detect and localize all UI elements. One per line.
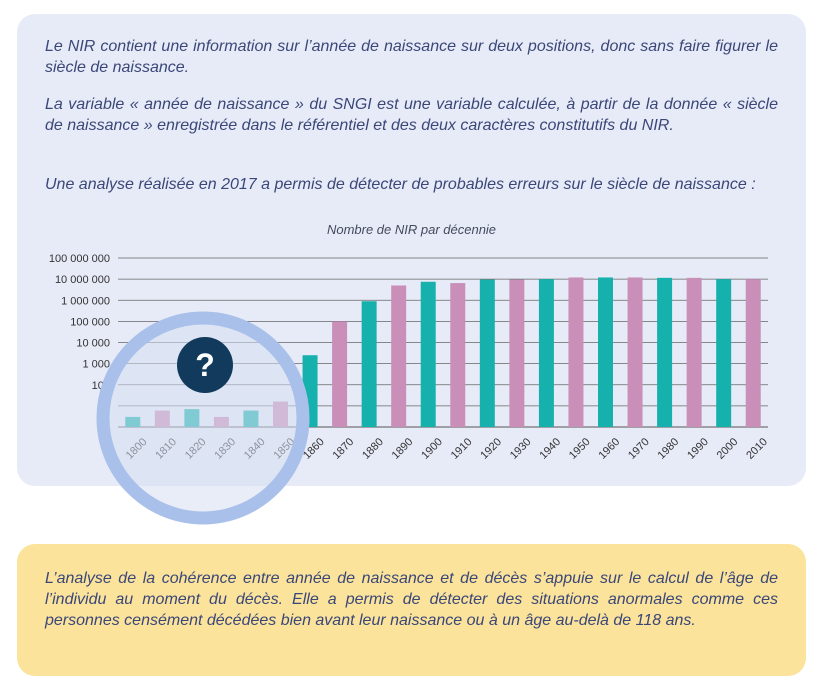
y-tick-label: 100 000 000 [49, 253, 110, 265]
x-tick-label: 1990 [685, 436, 711, 462]
y-tick-label: 10 000 [76, 338, 110, 350]
bar-1910 [450, 283, 466, 427]
chart-title: Nombre de NIR par décennie [326, 222, 497, 237]
bar-1960 [598, 277, 613, 427]
bar-1940 [538, 279, 554, 427]
bar-2010 [745, 279, 761, 427]
bar-1970 [627, 277, 643, 427]
callout-panel [17, 544, 806, 676]
y-tick-label: 10 000 000 [55, 274, 110, 286]
paragraph-variable-info: La variable « année de naissance » du SN… [45, 96, 778, 134]
magnifier-ring [96, 311, 310, 525]
bar-1950 [568, 277, 584, 427]
x-tick-label: 1890 [390, 436, 416, 462]
question-mark-icon [177, 337, 233, 393]
x-tick-label: 1900 [419, 436, 445, 462]
x-tick-label: 1970 [626, 436, 652, 462]
bar-1930 [509, 279, 525, 427]
bar-1890 [391, 285, 407, 427]
x-tick-label: 1940 [537, 436, 563, 462]
y-tick-label: 100 000 [70, 316, 110, 328]
magnifier-lens: ? [96, 311, 310, 525]
bar-1990 [686, 277, 702, 427]
y-tick-label: 1 000 [82, 359, 110, 371]
bar-2000 [716, 279, 732, 427]
callout-text: L’analyse de la cohérence entre année de… [45, 570, 778, 629]
x-tick-label: 1980 [656, 436, 682, 462]
bar-1870 [332, 321, 348, 427]
y-tick-label: 1 000 000 [61, 295, 110, 307]
x-tick-label: 2010 [744, 436, 770, 462]
x-tick-label: 1930 [508, 436, 534, 462]
bar-1980 [657, 277, 673, 427]
x-tick-label: 1870 [331, 436, 357, 462]
x-tick-label: 1920 [478, 436, 504, 462]
bar-1920 [479, 279, 495, 427]
x-tick-label: 1960 [596, 436, 622, 462]
question-mark-symbol: ? [195, 347, 215, 383]
x-tick-label: 1950 [567, 436, 593, 462]
paragraph-analysis-intro: Une analyse réalisée en 2017 a permis de… [45, 176, 756, 193]
bar-1880 [361, 301, 377, 427]
paragraph-nir-info: Le NIR contient une information sur l’an… [45, 38, 778, 76]
x-tick-label: 1910 [449, 436, 475, 462]
bar-1900 [420, 281, 436, 427]
x-tick-label: 2000 [715, 436, 741, 462]
x-tick-label: 1880 [360, 436, 386, 462]
